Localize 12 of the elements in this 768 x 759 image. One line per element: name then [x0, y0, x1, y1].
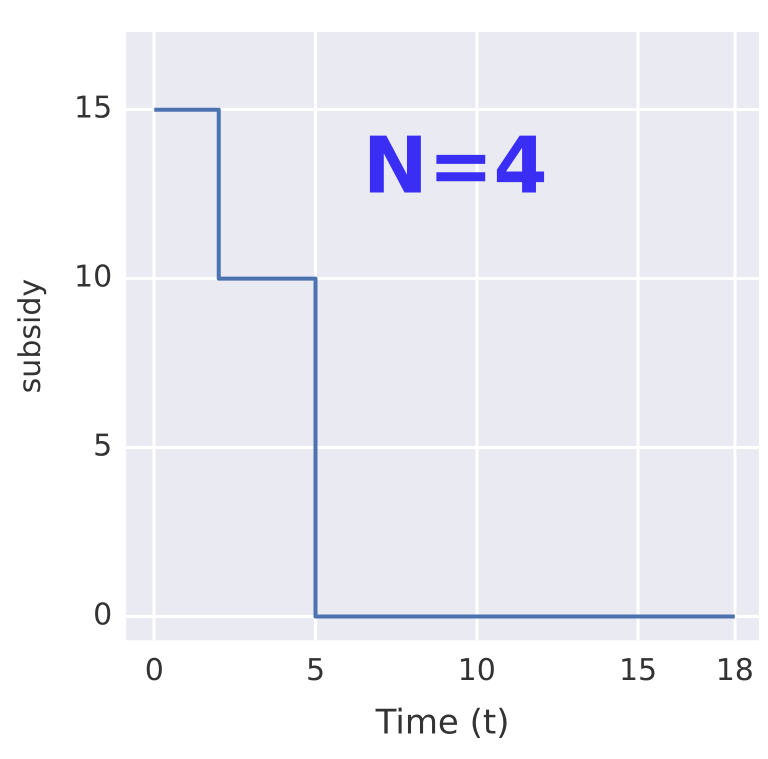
x-tick-label: 10: [458, 652, 496, 688]
y-tick-label: 5: [93, 428, 112, 464]
x-tick-label: 5: [306, 652, 326, 688]
x-tick-label: 18: [716, 652, 754, 688]
x-axis-title: Time (t): [374, 702, 510, 742]
y-tick-label: 0: [93, 597, 112, 632]
y-axis-title: subsidy: [12, 278, 48, 394]
y-tick-label: 10: [74, 259, 112, 294]
annotation: N=4: [362, 121, 548, 212]
x-tick-label: 0: [144, 652, 164, 688]
x-tick-label: 15: [618, 652, 658, 688]
y-tick-label: 15: [74, 90, 112, 126]
